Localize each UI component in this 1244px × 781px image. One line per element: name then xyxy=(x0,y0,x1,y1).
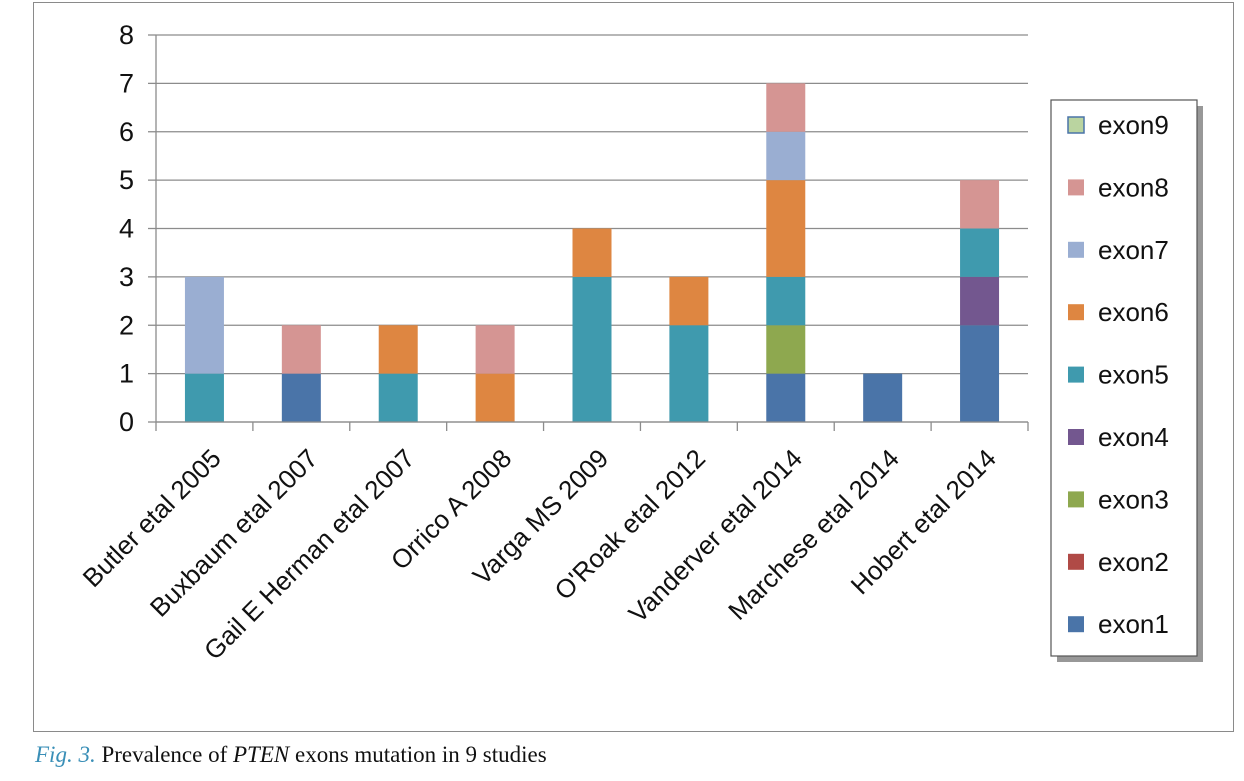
bar-segment-exon6 xyxy=(669,276,709,326)
figure-caption: Fig. 3. Prevalence of PTEN exons mutatio… xyxy=(35,742,547,768)
legend-label: exon5 xyxy=(1098,360,1169,390)
legend-swatch-exon6 xyxy=(1068,304,1084,321)
x-category-label: Marchese etal 2014 xyxy=(722,443,905,626)
bar-segment-exon5 xyxy=(184,373,224,422)
legend-label: exon6 xyxy=(1098,297,1169,327)
bar-segment-exon5 xyxy=(572,276,612,422)
bar-segment-exon8 xyxy=(475,325,515,374)
bar-segment-exon6 xyxy=(572,228,612,277)
bar-segment-exon6 xyxy=(475,373,515,422)
legend-swatch-exon7 xyxy=(1068,241,1084,258)
bar-segment-exon1 xyxy=(281,373,321,422)
chart-frame: 0 1 2 3 4 5 6 7 8 Butler etal 2005 Buxbaum etal 20… xyxy=(33,2,1234,732)
y-tick-label: 5 xyxy=(119,165,134,195)
y-tick-label: 0 xyxy=(119,407,134,437)
bar-segment-exon1 xyxy=(863,373,903,422)
figure-label: Fig. 3. xyxy=(35,742,96,767)
legend-swatch-exon5 xyxy=(1068,366,1084,383)
bar-segment-exon5 xyxy=(378,373,418,422)
legend-swatch-exon8 xyxy=(1068,179,1084,196)
y-tick-label: 3 xyxy=(119,262,134,292)
bar-segment-exon5 xyxy=(766,276,806,326)
y-tick-label: 7 xyxy=(119,68,134,98)
caption-text-before: Prevalence of xyxy=(101,742,228,767)
legend-label: exon2 xyxy=(1098,547,1169,577)
bar-segment-exon8 xyxy=(766,83,806,132)
y-tick-label: 2 xyxy=(119,310,134,340)
y-tick-label: 8 xyxy=(119,20,134,50)
legend-label: exon1 xyxy=(1098,609,1169,639)
legend-label: exon9 xyxy=(1098,110,1169,140)
bar-segment-exon6 xyxy=(378,325,418,374)
legend-swatch-exon2 xyxy=(1068,553,1084,570)
bar-segment-exon5 xyxy=(669,325,709,422)
bar-segment-exon5 xyxy=(960,228,1000,277)
bar-segment-exon8 xyxy=(960,180,1000,229)
legend-swatch-exon1 xyxy=(1068,616,1084,633)
bar-segment-exon4 xyxy=(960,276,1000,326)
bar-segment-exon7 xyxy=(766,131,806,181)
y-tick-label: 6 xyxy=(119,117,134,147)
legend-label: exon4 xyxy=(1098,422,1169,452)
caption-gene-name: PTEN xyxy=(233,742,290,767)
bar-segment-exon6 xyxy=(766,180,806,277)
legend-swatch-exon4 xyxy=(1068,429,1084,445)
bar-segment-exon7 xyxy=(184,276,224,374)
x-category-label: Buxbaum etal 2007 xyxy=(144,443,324,623)
y-tick-label: 4 xyxy=(119,214,134,244)
legend-label: exon3 xyxy=(1098,484,1169,514)
bar-segment-exon8 xyxy=(281,325,321,374)
legend-swatch-exon9 xyxy=(1067,116,1085,134)
bar-segment-exon1 xyxy=(766,373,806,422)
bar-segment-exon3 xyxy=(766,325,806,374)
x-category-label: Vanderver etal 2014 xyxy=(623,443,808,628)
legend-label: exon8 xyxy=(1098,172,1169,202)
y-tick-label: 1 xyxy=(119,359,134,389)
legend-swatch-exon3 xyxy=(1068,491,1084,508)
legend-label: exon7 xyxy=(1098,235,1169,265)
caption-text-after: exons mutation in 9 studies xyxy=(294,742,547,767)
bar-segment-exon1 xyxy=(960,325,1000,422)
